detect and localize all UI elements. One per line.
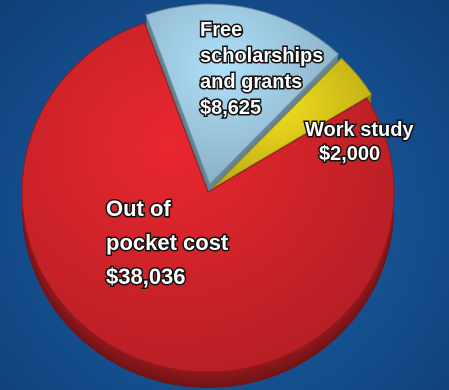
slice-name-label: Out of	[106, 196, 171, 221]
slice-value-label: $2,000	[319, 143, 380, 165]
pie-slices	[21, 3, 395, 373]
pie-slice-work-study	[212, 57, 373, 189]
slice-name-label: scholarships	[200, 45, 323, 67]
pie-labels: Free scholarships and grants $8,625 Work stu…	[105, 18, 416, 291]
slice-name-label: Free	[200, 19, 242, 41]
slice-value-label: $38,036	[106, 264, 186, 289]
slice-name-label: and grants	[200, 71, 302, 93]
pie-slice-out-of-pocket-cost	[21, 22, 395, 373]
slice-name-label: pocket cost	[106, 230, 229, 255]
slice-name-label: Work study	[305, 119, 414, 141]
pie-slice-free-scholarships-and-grants	[145, 3, 340, 186]
slice-value-label: $8,625	[200, 97, 261, 119]
